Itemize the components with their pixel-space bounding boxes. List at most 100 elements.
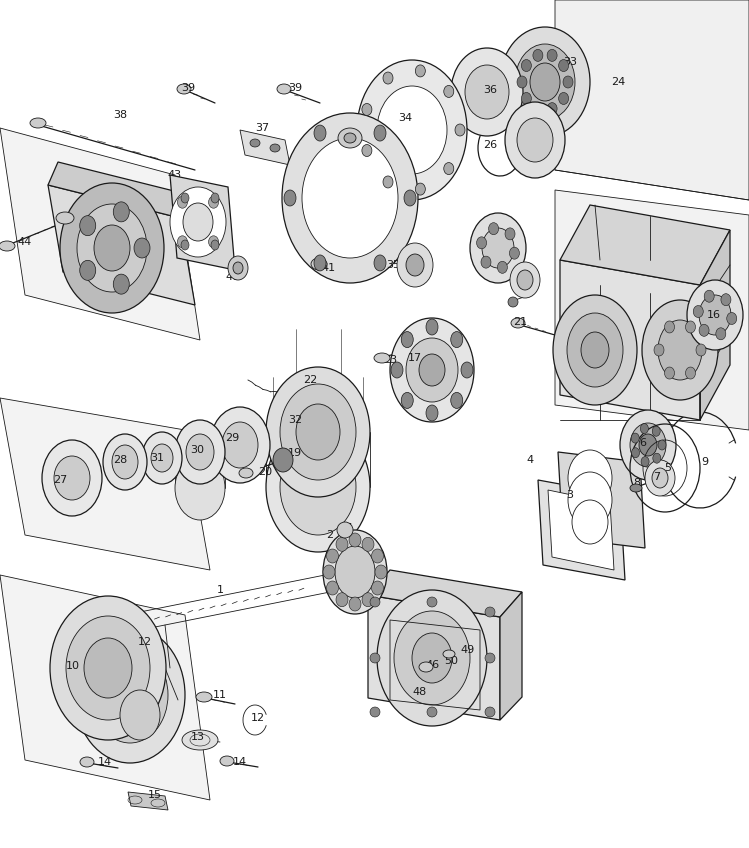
Polygon shape	[48, 185, 195, 305]
Text: 15: 15	[148, 790, 162, 800]
Ellipse shape	[451, 48, 523, 136]
Text: 23: 23	[383, 355, 397, 365]
Ellipse shape	[652, 468, 668, 488]
Ellipse shape	[377, 86, 447, 174]
Ellipse shape	[630, 423, 666, 467]
Text: 42: 42	[88, 205, 102, 215]
Ellipse shape	[280, 384, 356, 480]
Text: 21: 21	[513, 317, 527, 327]
Text: 41: 41	[321, 263, 335, 273]
Text: 49: 49	[461, 645, 475, 655]
Ellipse shape	[185, 245, 209, 261]
Text: 25: 25	[523, 133, 537, 143]
Ellipse shape	[470, 213, 526, 283]
Ellipse shape	[60, 183, 164, 313]
Ellipse shape	[419, 354, 445, 386]
Ellipse shape	[183, 203, 213, 241]
Ellipse shape	[465, 65, 509, 119]
Text: 36: 36	[483, 85, 497, 95]
Ellipse shape	[685, 367, 696, 379]
Polygon shape	[0, 575, 210, 800]
Ellipse shape	[497, 261, 507, 273]
Ellipse shape	[517, 76, 527, 88]
Ellipse shape	[208, 236, 219, 248]
Ellipse shape	[426, 319, 438, 335]
Ellipse shape	[336, 538, 348, 551]
Ellipse shape	[177, 84, 191, 94]
Ellipse shape	[654, 344, 664, 356]
Text: 48: 48	[413, 687, 427, 697]
Ellipse shape	[374, 125, 386, 141]
Ellipse shape	[664, 321, 675, 333]
Ellipse shape	[220, 756, 234, 766]
Ellipse shape	[406, 338, 458, 402]
Ellipse shape	[175, 420, 225, 484]
Text: 29: 29	[225, 433, 239, 443]
Text: 26: 26	[483, 140, 497, 150]
Ellipse shape	[372, 581, 383, 595]
Ellipse shape	[77, 204, 147, 292]
Ellipse shape	[412, 633, 452, 683]
Ellipse shape	[370, 597, 380, 607]
Ellipse shape	[567, 313, 623, 387]
Ellipse shape	[186, 434, 214, 470]
Ellipse shape	[572, 500, 608, 544]
Ellipse shape	[54, 456, 90, 500]
Ellipse shape	[120, 690, 160, 740]
Ellipse shape	[337, 522, 353, 538]
Ellipse shape	[84, 638, 132, 698]
Ellipse shape	[652, 427, 660, 436]
Ellipse shape	[357, 60, 467, 200]
Ellipse shape	[181, 240, 189, 250]
Ellipse shape	[630, 484, 642, 492]
Ellipse shape	[196, 692, 212, 702]
Ellipse shape	[362, 144, 372, 157]
Ellipse shape	[547, 49, 557, 61]
Text: 11: 11	[213, 690, 227, 700]
Ellipse shape	[482, 228, 514, 268]
Ellipse shape	[370, 653, 380, 663]
Ellipse shape	[222, 422, 258, 468]
Ellipse shape	[113, 274, 130, 294]
Ellipse shape	[211, 240, 219, 250]
Ellipse shape	[314, 125, 326, 141]
Text: 17: 17	[408, 353, 422, 363]
Ellipse shape	[631, 433, 639, 444]
Ellipse shape	[375, 565, 387, 579]
Ellipse shape	[151, 444, 173, 472]
Text: 4: 4	[527, 455, 533, 465]
Ellipse shape	[66, 616, 150, 720]
Ellipse shape	[80, 757, 94, 767]
Ellipse shape	[481, 256, 491, 268]
Text: 18: 18	[518, 267, 532, 277]
Ellipse shape	[568, 450, 612, 506]
Ellipse shape	[391, 362, 403, 378]
Ellipse shape	[79, 215, 96, 236]
Ellipse shape	[727, 312, 737, 325]
Text: 20: 20	[258, 467, 272, 477]
Ellipse shape	[401, 332, 413, 348]
Ellipse shape	[377, 590, 487, 726]
Text: 9: 9	[701, 457, 709, 467]
Ellipse shape	[108, 667, 152, 723]
Ellipse shape	[461, 362, 473, 378]
Text: 33: 33	[563, 57, 577, 67]
Text: 16: 16	[707, 310, 721, 320]
Ellipse shape	[505, 228, 515, 240]
Text: 35: 35	[386, 260, 400, 270]
Ellipse shape	[374, 255, 386, 271]
Ellipse shape	[416, 183, 425, 195]
Polygon shape	[560, 205, 730, 285]
Ellipse shape	[416, 65, 425, 77]
Ellipse shape	[485, 653, 495, 663]
Ellipse shape	[103, 434, 147, 490]
Ellipse shape	[500, 27, 590, 137]
Ellipse shape	[210, 407, 270, 483]
Polygon shape	[700, 230, 730, 420]
Ellipse shape	[406, 254, 424, 276]
Ellipse shape	[296, 404, 340, 460]
Ellipse shape	[208, 196, 219, 209]
Ellipse shape	[374, 353, 390, 363]
Ellipse shape	[553, 295, 637, 405]
Text: 39: 39	[288, 83, 302, 93]
